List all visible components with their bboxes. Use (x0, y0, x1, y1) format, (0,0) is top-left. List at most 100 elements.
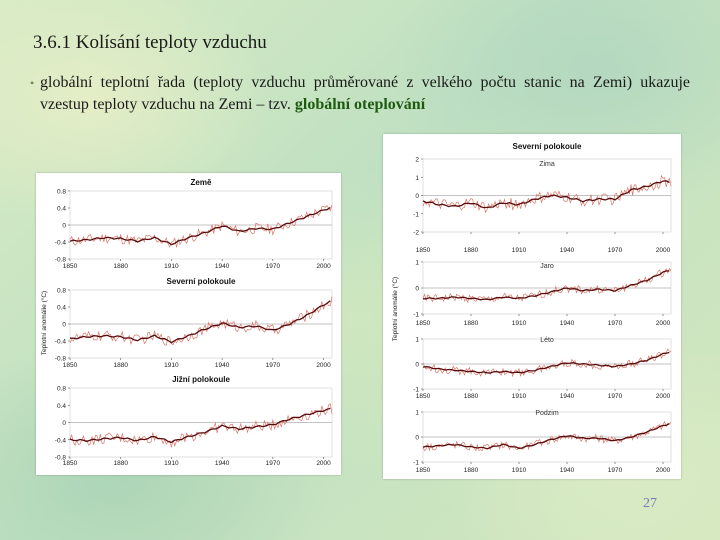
x-tick-label: 1970 (608, 247, 623, 254)
x-tick-label: 1850 (416, 467, 431, 474)
y-tick-label: 0 (415, 435, 419, 442)
y-tick-label: 0 (62, 420, 66, 427)
x-tick-label: 1910 (512, 467, 527, 474)
y-tick-label: 2 (415, 157, 419, 164)
x-tick-label: 1850 (416, 247, 431, 254)
x-tick-label: 1850 (63, 263, 78, 270)
x-tick-label: 2000 (656, 320, 671, 327)
y-tick-label: -2 (413, 230, 419, 237)
x-tick-label: 1880 (464, 467, 479, 474)
y-tick-label: 0.4 (57, 305, 66, 312)
annual-series-line (69, 296, 333, 346)
y-tick-label: -0.4 (55, 240, 67, 247)
y-axis-label: Teplotní anomálie (°C) (40, 291, 48, 355)
y-tick-label: 0 (62, 223, 66, 230)
x-tick-label: 1880 (113, 362, 128, 369)
y-tick-label: -0.4 (55, 437, 67, 444)
x-tick-label: 1850 (63, 362, 78, 369)
y-tick-label: -0.4 (55, 339, 67, 346)
y-tick-label: -1 (413, 211, 419, 218)
x-tick-label: 1880 (464, 393, 479, 400)
x-tick-label: 1940 (560, 467, 575, 474)
x-tick-label: 1940 (215, 263, 230, 270)
smoothed-series-line (422, 351, 670, 374)
x-tick-label: 1850 (416, 393, 431, 400)
x-tick-label: 1970 (266, 460, 281, 467)
smoothed-series-line (69, 300, 331, 344)
y-tick-label: 1 (415, 260, 419, 267)
bullet-text: globální teplotní řada (teploty vzduchu … (40, 72, 690, 116)
chart-title: Severní polokoule (513, 142, 582, 151)
smoothed-series-line (422, 180, 670, 209)
y-tick-label: -0.8 (55, 455, 67, 462)
x-tick-label: 1880 (464, 247, 479, 254)
chart-subtitle: Podzim (535, 410, 559, 417)
x-tick-label: 1850 (63, 460, 78, 467)
y-tick-label: -0.8 (55, 356, 67, 363)
bullet-emphasis: globální oteplování (294, 96, 426, 113)
x-tick-label: 1940 (560, 393, 575, 400)
y-tick-label: 0 (62, 322, 66, 329)
chart-subtitle: Léto (540, 337, 554, 344)
x-tick-label: 1940 (560, 320, 575, 327)
x-tick-label: 1910 (164, 460, 179, 467)
x-tick-label: 2000 (316, 263, 331, 270)
x-tick-label: 1880 (464, 320, 479, 327)
annual-series-line (422, 174, 672, 214)
chart-4: Severní polokoule Zima 2 1 0 -1 -2 1850 1880 1910… (391, 142, 672, 341)
x-tick-label: 1970 (608, 393, 623, 400)
annual-series-line (69, 403, 333, 448)
x-tick-label: 2000 (316, 362, 331, 369)
bullet-marker-icon: • (30, 76, 35, 90)
y-tick-label: -1 (413, 312, 419, 319)
y-tick-label: 0 (415, 286, 419, 293)
bullet-item: • globální teplotní řada (teploty vzduch… (30, 72, 690, 116)
smoothed-series-line (69, 206, 331, 246)
x-tick-label: 1940 (560, 247, 575, 254)
x-tick-label: 1910 (512, 320, 527, 327)
y-tick-label: 0.8 (57, 386, 66, 393)
y-tick-label: 0.4 (57, 206, 66, 213)
y-axis-label: Teplotní anomálie (°C) (391, 277, 399, 341)
x-tick-label: 2000 (656, 247, 671, 254)
x-tick-label: 1940 (215, 362, 230, 369)
slide-title: 3.6.1 Kolísání teploty vzduchu (33, 32, 267, 53)
x-tick-label: 2000 (656, 393, 671, 400)
bullet-body: globální teplotní řada (teploty vzduchu … (40, 74, 690, 113)
smoothed-series-line (69, 407, 331, 444)
smoothed-series-line (422, 423, 670, 450)
x-tick-label: 1910 (512, 393, 527, 400)
seasonal-temperature-figure: Severní polokoule Zima 2 1 0 -1 -2 1850 1880 1910… (383, 134, 681, 479)
y-tick-label: 1 (415, 337, 419, 344)
chart-subtitle: Zima (539, 161, 555, 168)
x-tick-label: 1910 (164, 362, 179, 369)
y-tick-label: -0.8 (55, 257, 67, 264)
annual-series-line (69, 204, 333, 248)
y-tick-label: 0.8 (57, 288, 66, 295)
x-tick-label: 1970 (608, 320, 623, 327)
x-tick-label: 1970 (266, 362, 281, 369)
y-tick-label: 1 (415, 175, 419, 182)
x-tick-label: 1910 (512, 247, 527, 254)
chart-title: Jižní polokoule (172, 375, 230, 384)
x-tick-label: 2000 (316, 460, 331, 467)
x-tick-label: 1940 (215, 460, 230, 467)
chart-title: Severní polokoule (167, 277, 236, 286)
y-tick-label: 0.4 (57, 403, 66, 410)
seasonal-temperature-charts: Severní polokoule Zima 2 1 0 -1 -2 1850 1880 1910… (391, 142, 672, 474)
y-tick-label: 0 (415, 362, 419, 369)
y-tick-label: -1 (413, 460, 419, 467)
x-tick-label: 1880 (113, 263, 128, 270)
x-tick-label: 2000 (656, 467, 671, 474)
x-tick-label: 1910 (164, 263, 179, 270)
chart-subtitle: Jaro (540, 263, 554, 270)
x-tick-label: 1970 (266, 263, 281, 270)
x-tick-label: 1880 (113, 460, 128, 467)
smoothed-series-line (422, 270, 670, 301)
x-tick-label: 1970 (608, 467, 623, 474)
y-tick-label: 0.8 (57, 189, 66, 196)
